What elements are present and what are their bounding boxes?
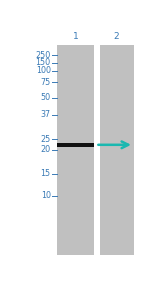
Bar	[57, 45, 94, 255]
Text: 50: 50	[41, 93, 51, 102]
Text: 25: 25	[40, 135, 51, 144]
Text: 2: 2	[113, 33, 119, 42]
Text: 20: 20	[41, 145, 51, 154]
Text: 75: 75	[40, 78, 51, 87]
Text: 150: 150	[36, 58, 51, 67]
Bar	[100, 45, 134, 255]
Text: 100: 100	[36, 66, 51, 75]
Text: 37: 37	[41, 110, 51, 119]
Text: 250: 250	[35, 50, 51, 59]
Text: 10: 10	[41, 191, 51, 200]
Text: 15: 15	[41, 169, 51, 178]
Bar	[57, 143, 94, 147]
Text: 1: 1	[73, 33, 79, 42]
